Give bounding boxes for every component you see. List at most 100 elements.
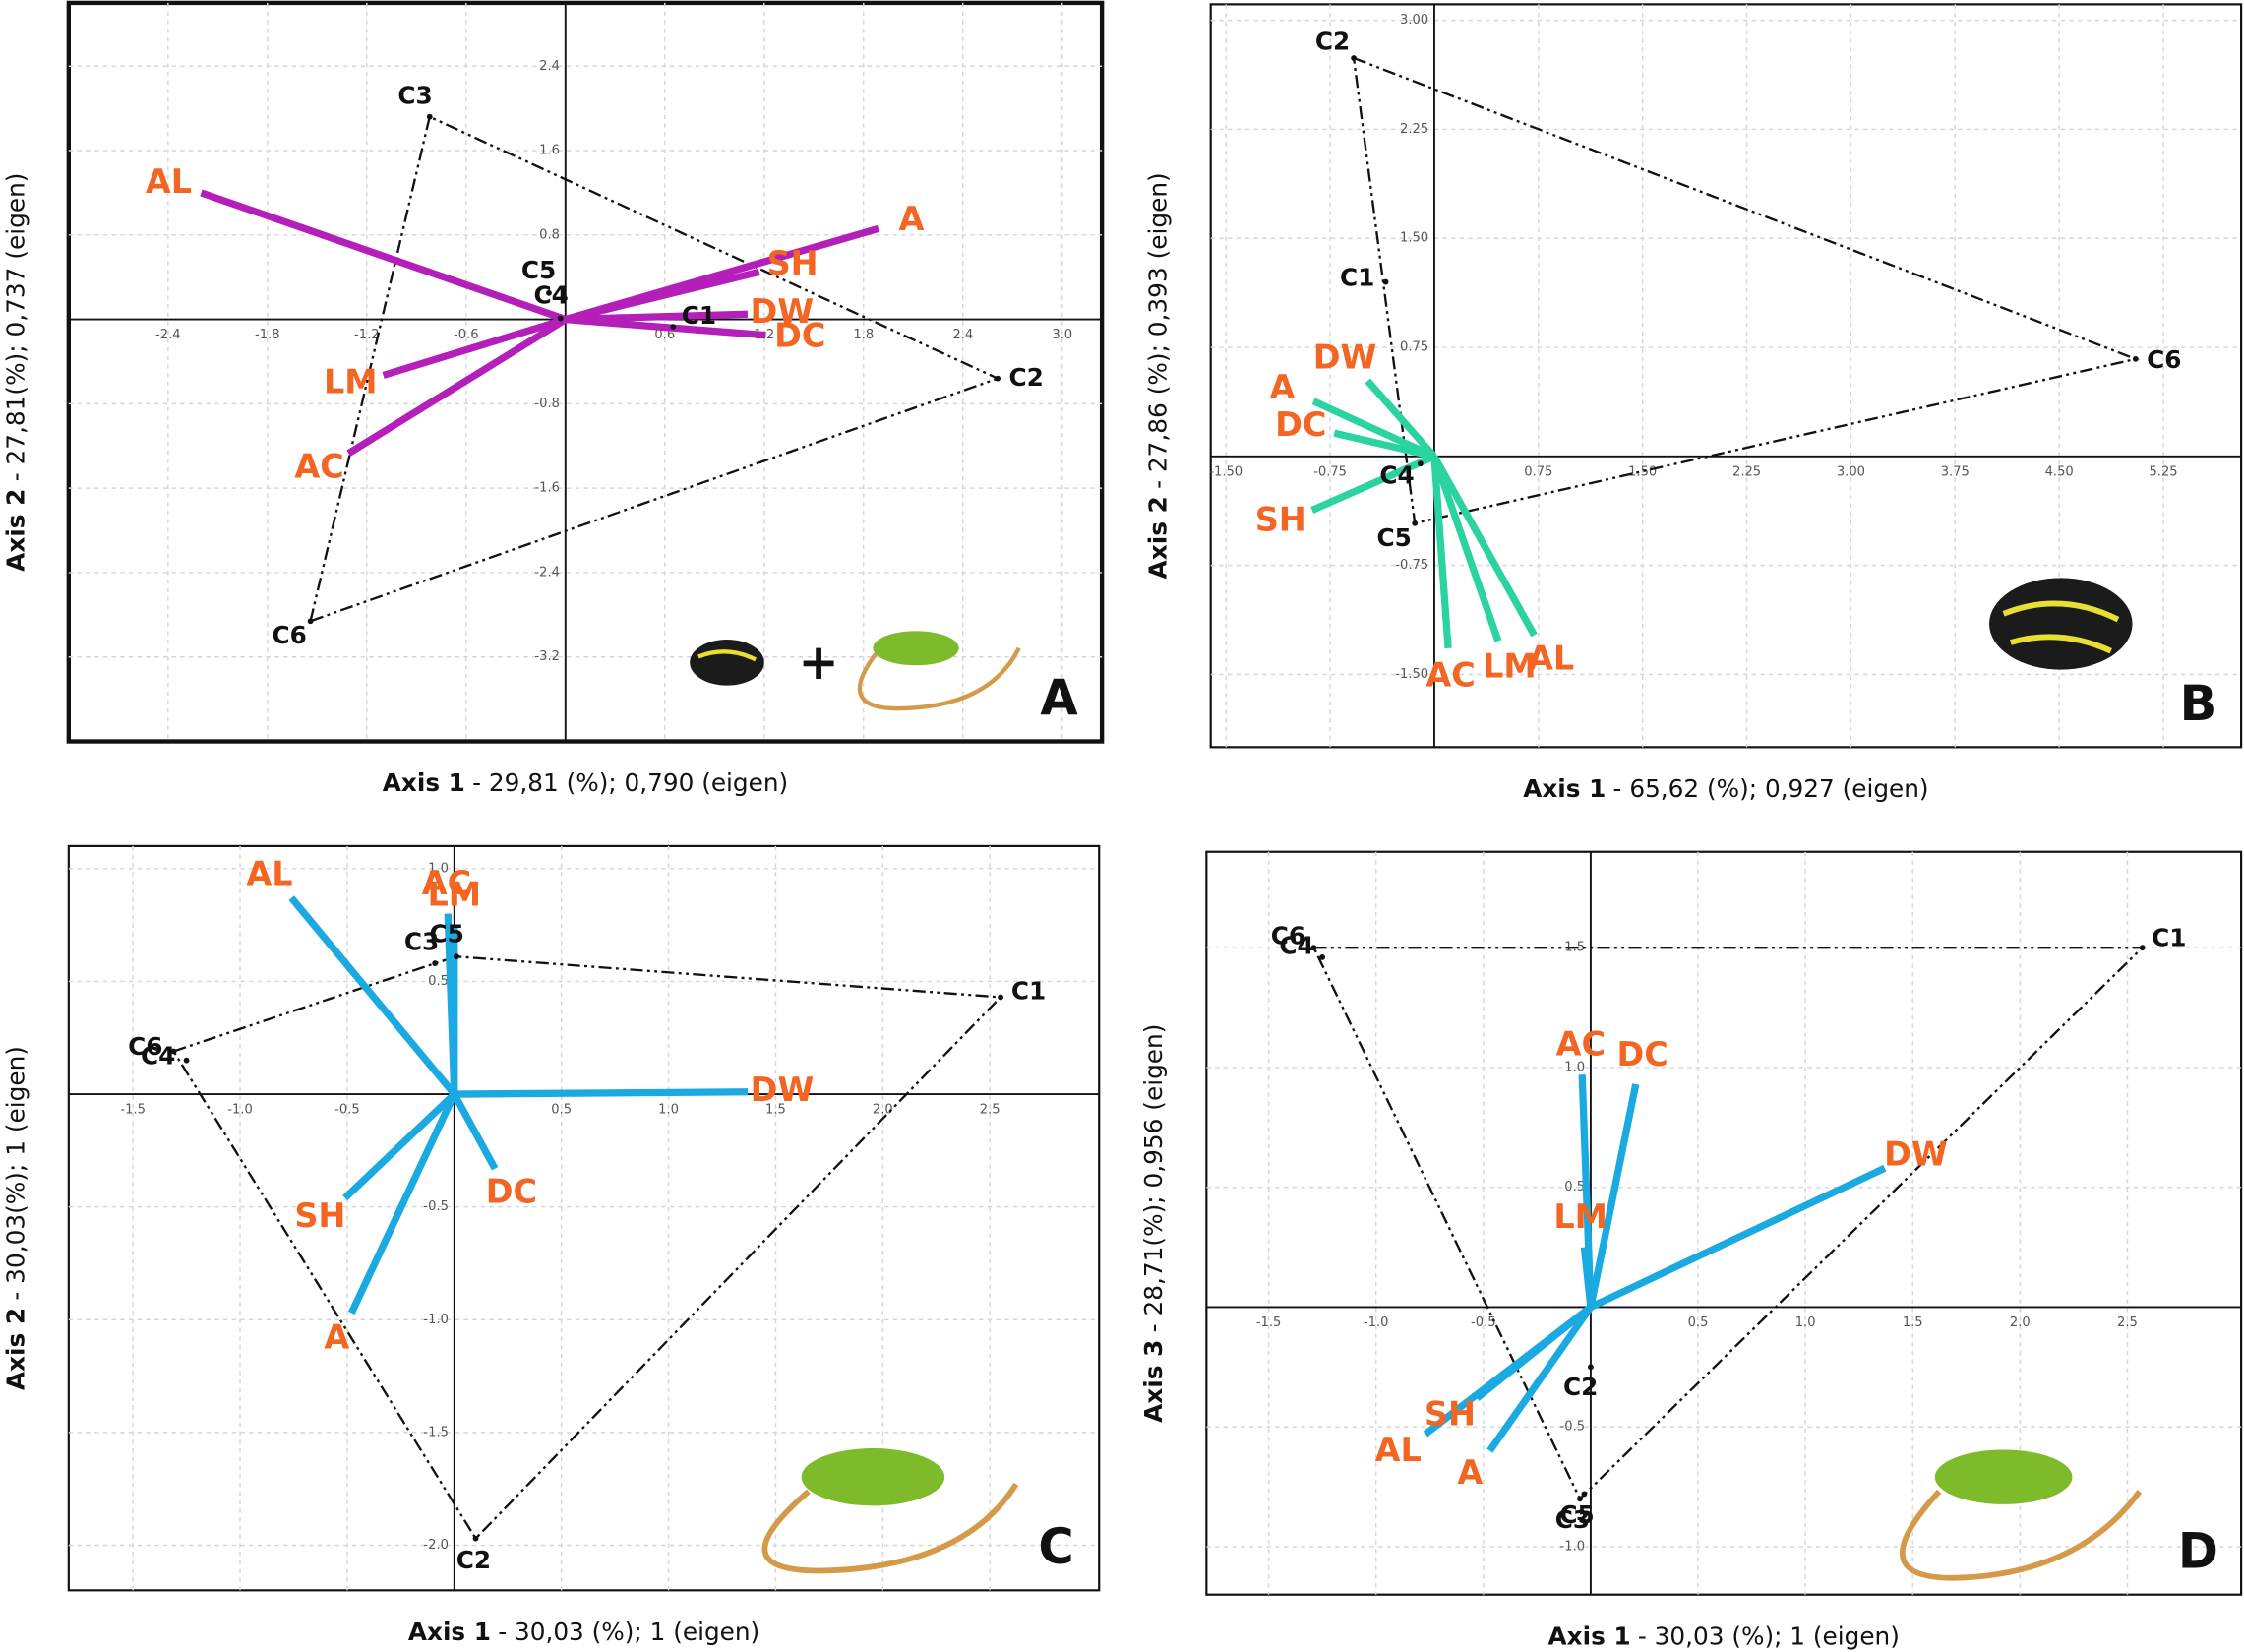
vector-label: DW xyxy=(751,1071,815,1109)
x-tick-label: -0.5 xyxy=(1471,1315,1496,1330)
plot-frame xyxy=(1205,850,2243,1596)
x-tick-label: 2.25 xyxy=(1732,464,1761,479)
x-tick-label: 0.6 xyxy=(654,328,675,342)
y-axis-name: Axis 3 xyxy=(1139,1340,1168,1423)
group-point xyxy=(432,960,439,967)
plot-frame xyxy=(66,0,1105,744)
x-tick-label: 5.25 xyxy=(2149,464,2177,479)
group-label: C4 xyxy=(1379,461,1414,490)
group-point xyxy=(183,1057,190,1064)
y-tick-label: -0.8 xyxy=(534,397,560,411)
x-tick-label: -0.75 xyxy=(1313,464,1347,479)
vector-label: A xyxy=(1269,368,1295,406)
loading-vector xyxy=(565,315,766,339)
group-label: C1 xyxy=(1011,977,1046,1006)
loading-vector xyxy=(1310,453,1436,514)
plus-sign: + xyxy=(798,634,838,691)
group-label: C2 xyxy=(456,1546,491,1574)
x-axis-label: Axis 1- 30,03 (%); 1 (eigen) xyxy=(1548,1621,1900,1650)
icons xyxy=(690,578,2143,1581)
group-label: C3 xyxy=(1555,1505,1590,1534)
x-tick-label: -0.5 xyxy=(334,1103,360,1118)
y-tick-label: 0.5 xyxy=(1564,1180,1585,1194)
y-tick-label: -0.75 xyxy=(1395,558,1428,573)
x-tick-label: 2.4 xyxy=(952,328,973,342)
group-label: C6 xyxy=(273,621,307,649)
x-tick-label: 0.5 xyxy=(1688,1315,1709,1330)
group-point xyxy=(2139,945,2146,951)
frog-icon xyxy=(690,640,764,686)
panel-letter: B xyxy=(2180,675,2217,732)
x-tick-label: 0.5 xyxy=(551,1103,572,1118)
group-label: C4 xyxy=(1279,932,1313,960)
group-point xyxy=(472,1535,479,1542)
y-tick-label: -3.2 xyxy=(534,649,560,664)
group-point xyxy=(1310,945,1317,951)
group-point xyxy=(1382,278,1389,285)
group-label: C1 xyxy=(1340,264,1374,292)
y-tick-label: -2.4 xyxy=(534,565,560,580)
x-tick-label: 2.0 xyxy=(2010,1315,2031,1330)
panel: -1.5 -1.0 -0.5 0.5 1.0 1.5 2.0 2.51.51.00.5-0.5… xyxy=(1139,850,2243,1650)
y-tick-label: 0.5 xyxy=(428,974,449,989)
vector-label: DC xyxy=(1275,405,1326,444)
group-hull xyxy=(1311,946,2146,1501)
y-tick-label: 1.0 xyxy=(428,861,449,876)
y-tick-label: -1.5 xyxy=(423,1425,449,1439)
vector-label: DC xyxy=(774,316,825,354)
group-point xyxy=(557,315,564,322)
y-tick-label: 0.75 xyxy=(1400,340,1428,355)
vector-label: SH xyxy=(1255,501,1306,539)
vector-label: LM xyxy=(1483,647,1537,686)
x-axis-name: Axis 1 xyxy=(383,768,465,797)
x-axis-detail: - 65,62 (%); 0,927 (eigen) xyxy=(1613,774,1929,803)
x-axis-detail: - 30,03 (%); 1 (eigen) xyxy=(498,1618,759,1646)
group-label: C4 xyxy=(141,1042,175,1071)
loading-vector xyxy=(1475,1304,1594,1401)
frog-icon xyxy=(1989,578,2133,670)
x-tick-label: 1.0 xyxy=(658,1103,679,1118)
loading-vector xyxy=(451,1092,499,1171)
x-tick-label: -1.0 xyxy=(227,1103,253,1118)
group-label: C2 xyxy=(1009,363,1044,392)
vector-label: LM xyxy=(1553,1197,1607,1236)
group-label: C1 xyxy=(682,301,716,330)
vector-label: SH xyxy=(294,1196,345,1235)
group-point xyxy=(1412,520,1419,526)
vector-label: DC xyxy=(1617,1035,1668,1073)
y-tick-label: -0.5 xyxy=(423,1199,449,1214)
group-point xyxy=(454,953,459,960)
x-tick-label: -1.50 xyxy=(1209,464,1243,479)
y-axis-name: Axis 2 xyxy=(1,489,30,572)
group-point xyxy=(1581,1491,1588,1498)
group-label: C5 xyxy=(1559,1500,1594,1529)
vector-label: DW xyxy=(1884,1134,1948,1173)
group-point xyxy=(1577,1496,1583,1502)
group-label: C6 xyxy=(128,1032,162,1061)
group-label: C5 xyxy=(1376,523,1411,552)
group-point xyxy=(995,375,1001,382)
panel-letter: D xyxy=(2178,1522,2218,1579)
x-tick-label: -1.8 xyxy=(255,328,280,342)
x-tick-label: 3.0 xyxy=(1052,328,1072,342)
x-tick-label: -1.5 xyxy=(120,1103,146,1118)
loading-vector xyxy=(200,189,567,324)
group-point xyxy=(307,618,314,625)
y-axis-label: Axis 2 - 30,03(%); 1 (eigen) xyxy=(1,1046,30,1390)
loading-vector xyxy=(1430,455,1502,642)
y-tick-label: -2.0 xyxy=(423,1538,449,1553)
y-axis-detail: - 27,86 (%); 0,393 (eigen) xyxy=(1143,172,1172,489)
group-point xyxy=(670,324,677,331)
y-axis-name: Axis 2 xyxy=(1143,496,1172,579)
y-axis-label: Axis 3 - 28,71(%); 0,956 (eigen) xyxy=(1139,1024,1168,1423)
loading-vector xyxy=(1486,1305,1594,1453)
y-tick-label: 2.4 xyxy=(539,59,560,74)
lizard-icon xyxy=(761,1448,1019,1574)
x-tick-label: 0.75 xyxy=(1524,464,1552,479)
x-tick-label: -2.4 xyxy=(155,328,181,342)
x-axis-label: Axis 1- 29,81 (%); 0,790 (eigen) xyxy=(383,768,788,797)
group-point xyxy=(1588,1364,1594,1371)
group-label: C3 xyxy=(404,927,439,955)
x-tick-label: -0.6 xyxy=(454,328,479,342)
x-tick-label: 1.5 xyxy=(1903,1315,1923,1330)
